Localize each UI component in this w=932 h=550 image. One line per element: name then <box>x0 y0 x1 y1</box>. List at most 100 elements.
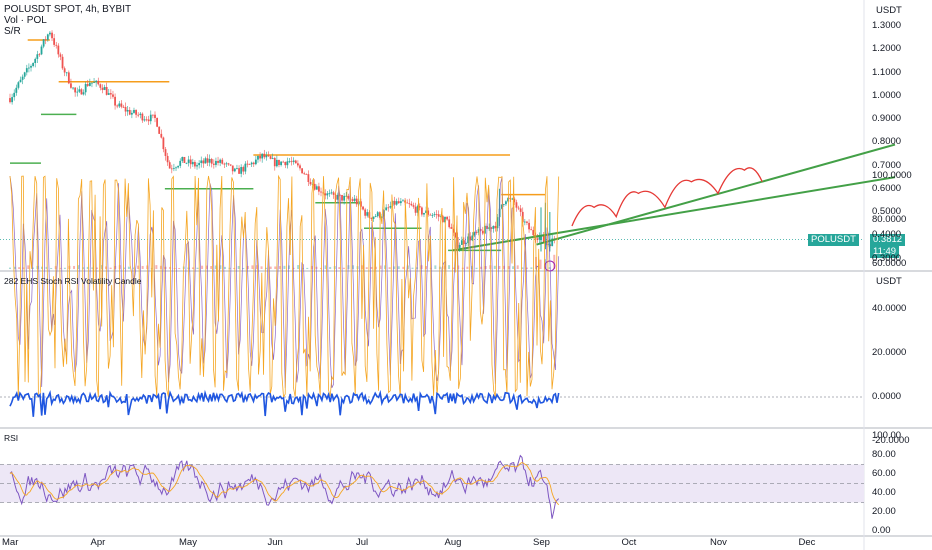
candle-body <box>63 68 66 73</box>
candle-body <box>189 159 192 165</box>
candle-body <box>343 195 346 201</box>
volume-bar <box>214 265 217 269</box>
candle-body <box>488 227 491 229</box>
candle-body <box>196 165 198 167</box>
volume-bar <box>310 265 313 269</box>
candle-body <box>21 76 24 80</box>
volume-legend[interactable]: Vol · POL <box>4 15 47 26</box>
volume-bar <box>338 267 341 269</box>
stoch-pane-title[interactable]: 282 EHS Stoch RSI Volatility Candle <box>4 276 142 286</box>
candle-body <box>154 114 156 118</box>
candle-body <box>86 84 89 86</box>
volume-bar <box>297 265 300 269</box>
volume-bar <box>269 266 272 269</box>
volume-bar <box>50 267 53 269</box>
volume-bar <box>502 265 505 269</box>
candle-body <box>397 201 400 204</box>
candle-body <box>458 244 461 248</box>
rsi-pane-title[interactable]: RSI <box>4 433 19 443</box>
volume-bar <box>397 266 400 269</box>
candle-body <box>376 212 379 217</box>
candle-body <box>91 82 93 84</box>
symbol-title[interactable]: POLUSDT SPOT, 4h, BYBIT <box>4 4 132 15</box>
candle-body <box>122 106 125 108</box>
volume-bar <box>388 267 391 269</box>
candle-body <box>223 163 226 165</box>
candle-body <box>454 232 457 238</box>
rsi-tick-label: 40.00 <box>872 487 896 498</box>
candle-body <box>408 203 411 205</box>
price-tick-label: 0.7000 <box>872 159 902 171</box>
sr-legend[interactable]: S/R <box>4 26 21 37</box>
volume-bar <box>127 266 130 269</box>
candle-body <box>65 72 68 74</box>
ascending-channel[interactable] <box>452 143 896 252</box>
candle-body <box>240 167 243 174</box>
volume-bar <box>18 267 21 269</box>
volume-bar <box>100 265 103 269</box>
candle-body <box>435 214 438 216</box>
volume-bar <box>132 267 135 269</box>
rsi-tick-label: 20.00 <box>872 506 896 517</box>
candle-body <box>82 92 85 95</box>
candle-body <box>353 198 356 201</box>
month-tick-label: Apr <box>90 537 106 548</box>
candle-body <box>318 186 320 192</box>
candle-body <box>532 230 535 236</box>
candle-body <box>101 87 104 90</box>
candle-body <box>328 193 331 195</box>
volume-bar <box>448 265 451 269</box>
candle-body <box>429 214 432 216</box>
candle-body <box>156 117 159 127</box>
candle-body <box>416 206 419 213</box>
candle-body <box>345 195 348 197</box>
candle-body <box>467 236 470 244</box>
candle-body <box>78 89 81 92</box>
volume-bar <box>41 266 44 269</box>
candle-body <box>406 202 409 204</box>
candle-body <box>538 236 541 240</box>
volume-bar <box>553 254 556 269</box>
volume-bar <box>306 267 309 269</box>
volume-bar <box>63 267 66 269</box>
candle-body <box>278 159 280 166</box>
candle-body <box>500 204 503 209</box>
candle-body <box>265 155 268 158</box>
candle-body <box>183 156 186 164</box>
candle-body <box>128 110 131 115</box>
price-tick-label: 1.3000 <box>872 20 902 31</box>
volume-bar <box>205 265 208 269</box>
volume-bar <box>191 267 194 269</box>
candle-body <box>30 65 32 68</box>
candle-body <box>271 158 274 159</box>
candle-body <box>263 153 266 158</box>
candle-body <box>210 159 213 164</box>
volume-bar <box>548 267 551 269</box>
candle-body <box>59 54 62 57</box>
candle-body <box>103 87 106 90</box>
volume-bar <box>109 267 112 269</box>
candle-body <box>200 160 203 164</box>
price-tick-label: 0.3000 <box>872 252 902 264</box>
candle-body <box>124 107 127 112</box>
volume-bar <box>223 266 226 269</box>
candle-body <box>204 158 207 164</box>
channel-upper-line <box>536 143 896 246</box>
candle-body <box>34 58 37 64</box>
stoch-rsi-series <box>0 174 864 417</box>
candle-body <box>191 161 194 165</box>
candle-body <box>324 193 327 196</box>
candle-body <box>250 162 253 165</box>
stoch-unit-label[interactable]: USDT <box>876 276 902 287</box>
rsi-ma-line <box>9 461 560 506</box>
candle-body <box>284 161 287 166</box>
candle-body <box>177 165 180 168</box>
candle-body <box>395 201 398 205</box>
candle-body <box>112 94 114 97</box>
main-unit-label[interactable]: USDT <box>876 5 902 16</box>
candle-body <box>372 216 375 219</box>
candle-body <box>502 204 505 205</box>
candle-body <box>414 206 417 213</box>
candle-body <box>496 217 499 229</box>
